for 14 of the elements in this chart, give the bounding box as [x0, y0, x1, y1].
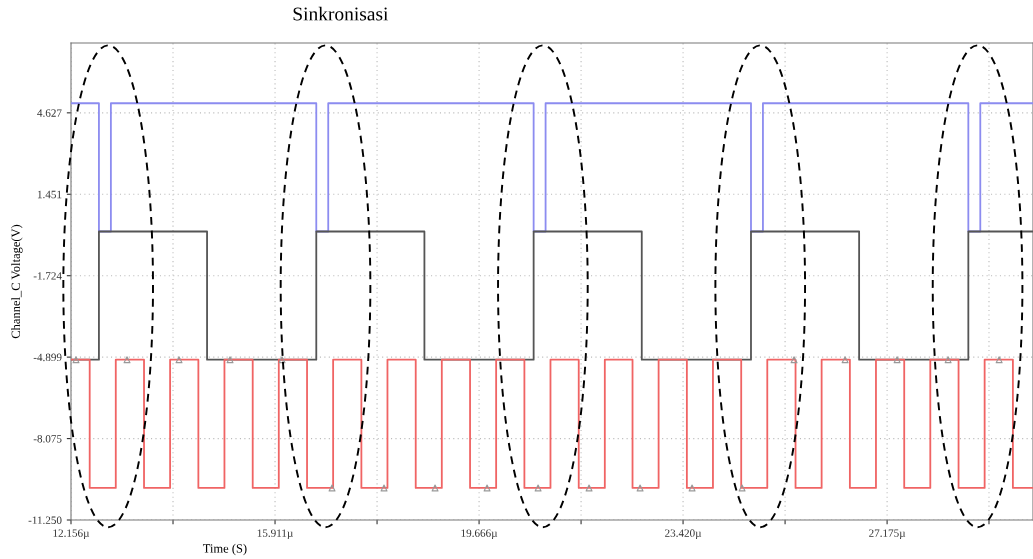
y-tick-label: -11.250	[28, 516, 62, 525]
y-tick-label: 1.451	[37, 190, 62, 199]
y-tick-label: -4.899	[33, 353, 62, 362]
chart-title: Sinkronisasi	[293, 6, 389, 21]
x-tick-label: 19.666µ	[461, 529, 498, 540]
y-tick-label: -8.075	[33, 435, 62, 443]
x-tick-label: 27.175µ	[869, 529, 906, 540]
x-tick-label: 15.911µ	[257, 529, 293, 540]
x-tick-label: 12.156µ	[53, 529, 90, 540]
x-tick-label: 23.420µ	[665, 529, 702, 540]
x-axis-title: Time (S)	[202, 543, 247, 556]
y-tick-label: -1.724	[33, 272, 62, 280]
y-axis-title: Channel_C Voltage(V)	[11, 224, 23, 339]
y-tick-label: 4.627	[37, 109, 62, 117]
